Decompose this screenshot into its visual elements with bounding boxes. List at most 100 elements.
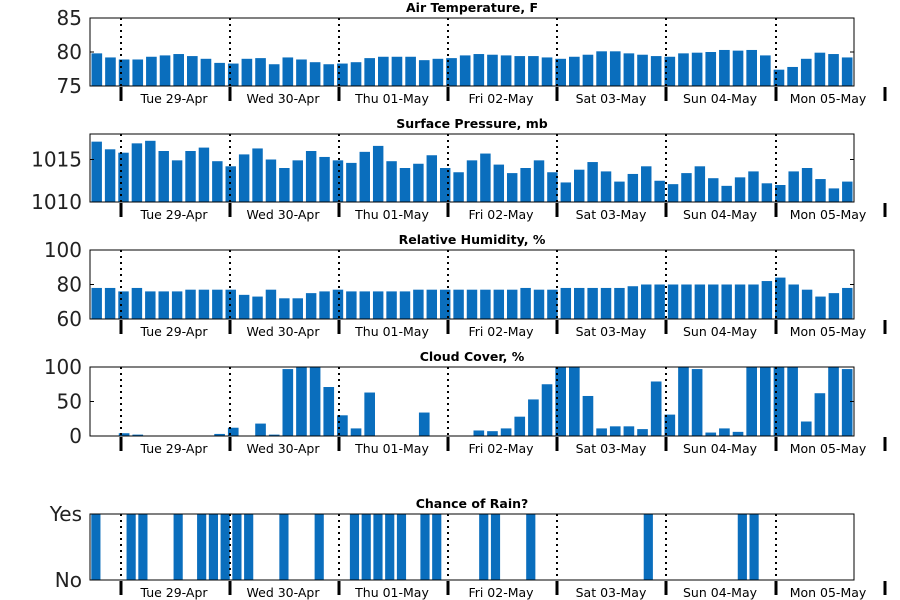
chart-bar	[801, 289, 813, 319]
chart-bar	[637, 54, 648, 86]
chart-bar	[332, 160, 344, 202]
chart-bar	[372, 291, 384, 319]
chart-bar	[91, 514, 101, 580]
chart-bar	[828, 54, 839, 86]
chart-bar	[323, 387, 335, 436]
chart-bar	[560, 287, 572, 319]
chart-bar	[547, 289, 558, 319]
chart-bar	[828, 293, 840, 320]
x-tick-label: Sun 04-May	[683, 207, 758, 222]
chart-bar	[439, 168, 451, 202]
chart-bar	[255, 423, 266, 436]
x-major-tick	[337, 437, 341, 451]
chart-bar	[418, 412, 430, 436]
chart-bar	[828, 367, 839, 436]
chart-bar	[91, 53, 103, 86]
x-tick-label: Sun 04-May	[683, 441, 758, 456]
chart-bar	[734, 284, 746, 319]
chart-bar	[364, 392, 375, 436]
x-major-tick	[774, 581, 778, 595]
chart-bar	[500, 428, 512, 436]
chart-bar	[413, 163, 424, 202]
chart-bar	[386, 291, 397, 319]
chart-bar	[426, 155, 438, 202]
chart-bar	[399, 291, 411, 319]
x-tick-label: Tue 29-Apr	[139, 585, 208, 600]
chart-bar	[305, 293, 317, 320]
x-tick-label: Tue 29-Apr	[139, 91, 208, 106]
chart-bar	[473, 54, 485, 86]
x-tick-label: Sat 03-May	[576, 585, 647, 600]
chart-bar	[748, 171, 759, 202]
chart-bar	[614, 181, 625, 202]
chart-bar	[187, 56, 198, 86]
chart-bar	[386, 161, 397, 202]
chart-bar	[359, 151, 370, 202]
chart-bar	[541, 384, 553, 436]
chart-bar	[227, 427, 239, 436]
chart-bar	[346, 291, 357, 319]
chart-bar	[198, 289, 210, 319]
x-major-tick	[774, 203, 778, 217]
x-tick-label: Fri 02-May	[468, 585, 534, 600]
chart-bar	[292, 298, 303, 319]
chart-bar	[466, 160, 478, 202]
chart-title: Air Temperature, F	[406, 0, 538, 15]
chart-bar	[296, 367, 307, 436]
chart-bar	[705, 52, 717, 86]
chart-bar	[555, 58, 566, 86]
chart-bar	[775, 185, 786, 202]
x-tick-label: Fri 02-May	[468, 441, 534, 456]
chart-bar	[748, 284, 759, 319]
chart-bar	[493, 289, 505, 319]
x-major-tick	[337, 581, 341, 595]
chart-bar	[131, 143, 143, 202]
chart-bar	[171, 291, 183, 319]
x-tick-label: Mon 05-May	[790, 585, 867, 600]
y-tick-label: 85	[57, 6, 82, 30]
chart-bar	[520, 287, 531, 319]
chart-bar	[541, 57, 553, 86]
chart-bar	[705, 432, 717, 436]
x-major-tick	[883, 320, 887, 334]
chart-bar	[323, 64, 335, 86]
chart-bar	[145, 140, 156, 202]
chart-bar	[815, 179, 826, 202]
chart-bar	[359, 291, 370, 319]
chart-bar	[446, 58, 457, 86]
chart-bar	[654, 284, 665, 319]
chart-bar	[479, 514, 489, 580]
chart-bar	[214, 433, 225, 436]
chart-bar	[506, 173, 518, 202]
chart-bar	[244, 514, 254, 580]
x-tick-label: Sun 04-May	[683, 585, 758, 600]
x-tick-label: Sat 03-May	[576, 441, 647, 456]
plot-frame	[89, 366, 855, 437]
chart-bar	[399, 168, 411, 202]
chart-title: Relative Humidity, %	[399, 232, 546, 247]
chart-bar	[145, 291, 156, 319]
chart-bar	[600, 287, 612, 319]
chart-bar	[721, 284, 732, 319]
chart-bar	[587, 287, 598, 319]
x-major-tick	[446, 87, 450, 101]
chart-bar	[788, 284, 799, 319]
x-tick-label: Sat 03-May	[576, 324, 647, 339]
chart-bar	[574, 287, 585, 319]
chart-bar	[91, 287, 102, 319]
x-major-tick	[664, 320, 668, 334]
chart-bar	[453, 289, 464, 319]
chart-bar	[643, 514, 653, 580]
chart-bar	[749, 514, 759, 580]
chart-bar	[609, 426, 621, 436]
x-tick-label: Wed 30-Apr	[247, 585, 321, 600]
x-major-tick	[446, 203, 450, 217]
chart-bar	[582, 395, 594, 436]
chart-bar	[506, 289, 518, 319]
x-tick-label: Thu 01-May	[354, 585, 429, 600]
chart-bar	[609, 51, 621, 86]
chart-bar	[708, 284, 719, 319]
chart-bar	[814, 393, 826, 436]
chart-bar	[118, 59, 130, 86]
chart-bar	[814, 52, 826, 86]
